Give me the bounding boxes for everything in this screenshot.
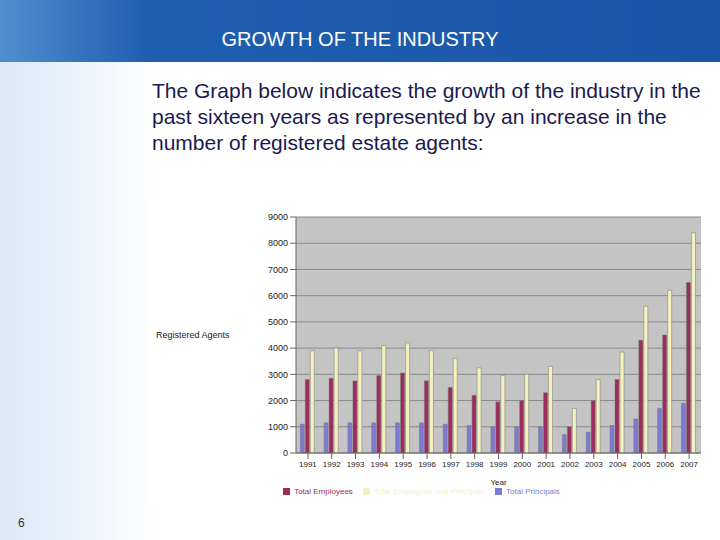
svg-text:2007: 2007 <box>680 460 698 469</box>
html-text:Total Employees and Principals: Total Employees and Principals <box>373 487 485 496</box>
html-text:GROWTH OF THE INDUSTRY: GROWTH OF THE INDUSTRY <box>221 28 499 50</box>
svg-text:1996: 1996 <box>418 460 436 469</box>
svg-text:3000: 3000 <box>268 370 288 380</box>
svg-text:1992: 1992 <box>323 460 341 469</box>
html-text:The Graph below indicates the: The Graph below indicates the growth of … <box>152 79 701 154</box>
svg-text:8000: 8000 <box>268 238 288 248</box>
svg-text:1998: 1998 <box>466 460 484 469</box>
svg-text:1995: 1995 <box>394 460 412 469</box>
svg-text:5000: 5000 <box>268 317 288 327</box>
svg-text:2000: 2000 <box>268 396 288 406</box>
svg-text:9000: 9000 <box>268 212 288 222</box>
svg-text:1999: 1999 <box>490 460 508 469</box>
svg-text:1993: 1993 <box>347 460 365 469</box>
svg-text:6000: 6000 <box>268 291 288 301</box>
svg-text:2000: 2000 <box>513 460 531 469</box>
svg-text:1994: 1994 <box>370 460 388 469</box>
svg-text:2004: 2004 <box>609 460 627 469</box>
html-text:Total Employees: Total Employees <box>294 487 353 496</box>
svg-text:7000: 7000 <box>268 265 288 275</box>
html-text:6: 6 <box>18 516 25 530</box>
html-text:Total Principals: Total Principals <box>506 487 560 496</box>
svg-text:0: 0 <box>283 448 288 458</box>
svg-text:Year: Year <box>490 478 507 487</box>
svg-text:4000: 4000 <box>268 343 288 353</box>
svg-text:2006: 2006 <box>656 460 674 469</box>
svg-text:1997: 1997 <box>442 460 460 469</box>
svg-text:2003: 2003 <box>585 460 603 469</box>
svg-text:1991: 1991 <box>299 460 317 469</box>
svg-text:2005: 2005 <box>633 460 651 469</box>
svg-text:2002: 2002 <box>561 460 579 469</box>
svg-text:1000: 1000 <box>268 422 288 432</box>
svg-text:Registered Agents: Registered Agents <box>156 330 230 340</box>
svg-text:2001: 2001 <box>537 460 555 469</box>
